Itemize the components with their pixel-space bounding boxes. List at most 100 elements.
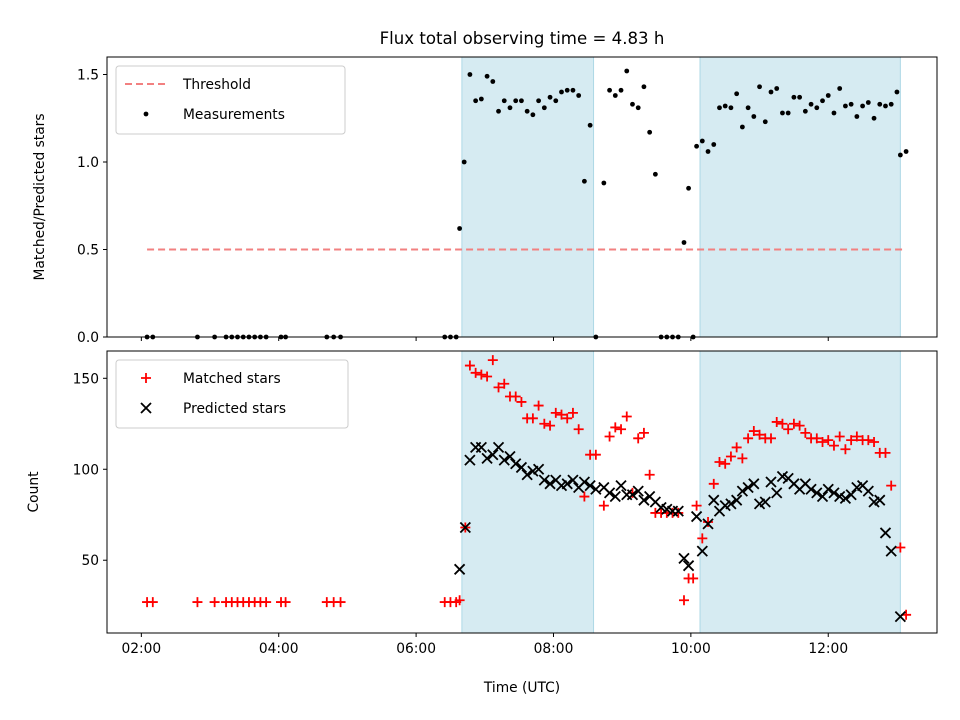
predicted-star-point: [874, 494, 886, 506]
measurement-point: [751, 114, 757, 119]
top-panel: 0.0 0.5 1.0 1.5 Threshold Measurements: [77, 56, 938, 346]
matched-star-point: [703, 517, 714, 528]
measurement-point: [473, 98, 479, 104]
predicted-star-point: [567, 474, 579, 486]
measurement-point: [681, 240, 687, 245]
observing-span-1: [461, 350, 595, 634]
matched-star-point: [335, 597, 346, 608]
x-tick-label: 04:00: [259, 641, 299, 657]
measurement-point: [686, 185, 691, 191]
measurement-point: [774, 86, 780, 91]
legend-frame: [115, 65, 346, 135]
measurement-point: [768, 89, 774, 95]
measurement-point: [467, 72, 473, 77]
matched-star-point: [604, 431, 615, 442]
y-tick-label: 150: [73, 371, 99, 387]
measurement-point: [694, 143, 699, 149]
predicted-star-point: [521, 469, 533, 481]
measurement-point: [519, 98, 524, 104]
matched-star-point: [823, 435, 834, 446]
measurement-point: [484, 73, 490, 79]
predicted-star-point: [771, 487, 783, 499]
matched-star-point: [731, 442, 742, 453]
matched-star-point: [487, 355, 498, 366]
matched-star-point: [192, 597, 203, 608]
matched-star-point: [788, 418, 799, 429]
predicted-star-point: [510, 458, 522, 470]
matched-star-point: [737, 453, 748, 464]
matched-star-point: [851, 431, 862, 442]
measurement-point: [780, 110, 785, 116]
predicted-star-point: [609, 490, 621, 503]
y-tick-label: 1.0: [77, 155, 99, 171]
predicted-star-point: [487, 449, 499, 461]
predicted-star-point: [672, 505, 684, 517]
predicted-star-point: [816, 490, 829, 503]
predicted-star-point: [481, 452, 493, 464]
bottom-panel: 02:00 04:00 06:00 08:00 10:00 12:00 50 100 150 Ma…: [73, 350, 938, 657]
measurement-point: [601, 180, 607, 186]
matched-star-point: [579, 491, 590, 502]
predicted-star-point: [453, 563, 466, 575]
measurement-point: [501, 98, 507, 104]
matched-star-point: [783, 424, 794, 435]
measurement-point: [808, 101, 814, 107]
measurement-point: [722, 103, 728, 109]
predicted-star-point: [845, 489, 857, 501]
matched-star-point: [562, 413, 573, 424]
predicted-star-point: [805, 483, 817, 495]
matched-star-point: [493, 382, 504, 393]
predicted-star-point: [742, 481, 754, 494]
legend-label: Predicted stars: [183, 401, 286, 417]
measurement-point: [894, 89, 900, 95]
matched-star-point: [811, 433, 822, 444]
matched-star-point: [777, 418, 788, 429]
y-tick-label: 1.5: [77, 68, 99, 84]
measurement-point: [478, 96, 484, 102]
matched-star-point: [476, 369, 487, 380]
predicted-star-point: [626, 489, 639, 501]
predicted-star-point: [603, 487, 616, 499]
matched-star-point: [470, 367, 481, 378]
matched-star-point: [610, 422, 621, 433]
predicted-star-point: [621, 489, 633, 501]
matched-star-point: [708, 478, 719, 489]
predicted-star-point: [894, 610, 907, 623]
matched-star-point: [743, 433, 754, 444]
measurement-point: [536, 98, 541, 104]
predicted-star-point: [708, 494, 720, 506]
measurement-point: [496, 108, 501, 114]
axes-frame: [106, 56, 938, 338]
legend-label: Measurements: [183, 107, 285, 123]
predicted-star-point: [682, 560, 695, 572]
predicted-star-point: [515, 461, 528, 474]
legend-matched-swatch: [141, 373, 151, 383]
predicted-star-point: [702, 518, 714, 530]
measurement-point: [814, 105, 820, 111]
measurement-point: [457, 226, 463, 231]
legend: Matched stars Predicted stars: [115, 359, 349, 429]
y-tick-label: 100: [73, 462, 99, 478]
measurement-point: [607, 87, 612, 93]
measurement-point: [652, 171, 658, 177]
measurement-point: [513, 98, 519, 104]
matched-star-point: [590, 449, 601, 460]
predicted-star-point: [498, 454, 510, 466]
legend-measurement-swatch: [143, 111, 149, 117]
bottom-y-axis-label: Count: [26, 471, 42, 513]
predicted-star-point: [885, 545, 897, 557]
measurement-point: [860, 103, 865, 109]
x-tick-label: 12:00: [808, 641, 848, 657]
matched-star-point: [817, 436, 828, 447]
measurement-point: [820, 98, 825, 104]
predicted-star-point: [678, 552, 690, 565]
predicted-star-point: [736, 485, 749, 497]
measurement-point: [848, 101, 854, 107]
measurement-point: [553, 98, 559, 104]
matched-star-point: [720, 458, 731, 469]
legend: Threshold Measurements: [115, 65, 346, 135]
measurement-point: [877, 101, 883, 107]
predicted-star-point: [879, 527, 892, 539]
measurement-point: [871, 115, 877, 121]
